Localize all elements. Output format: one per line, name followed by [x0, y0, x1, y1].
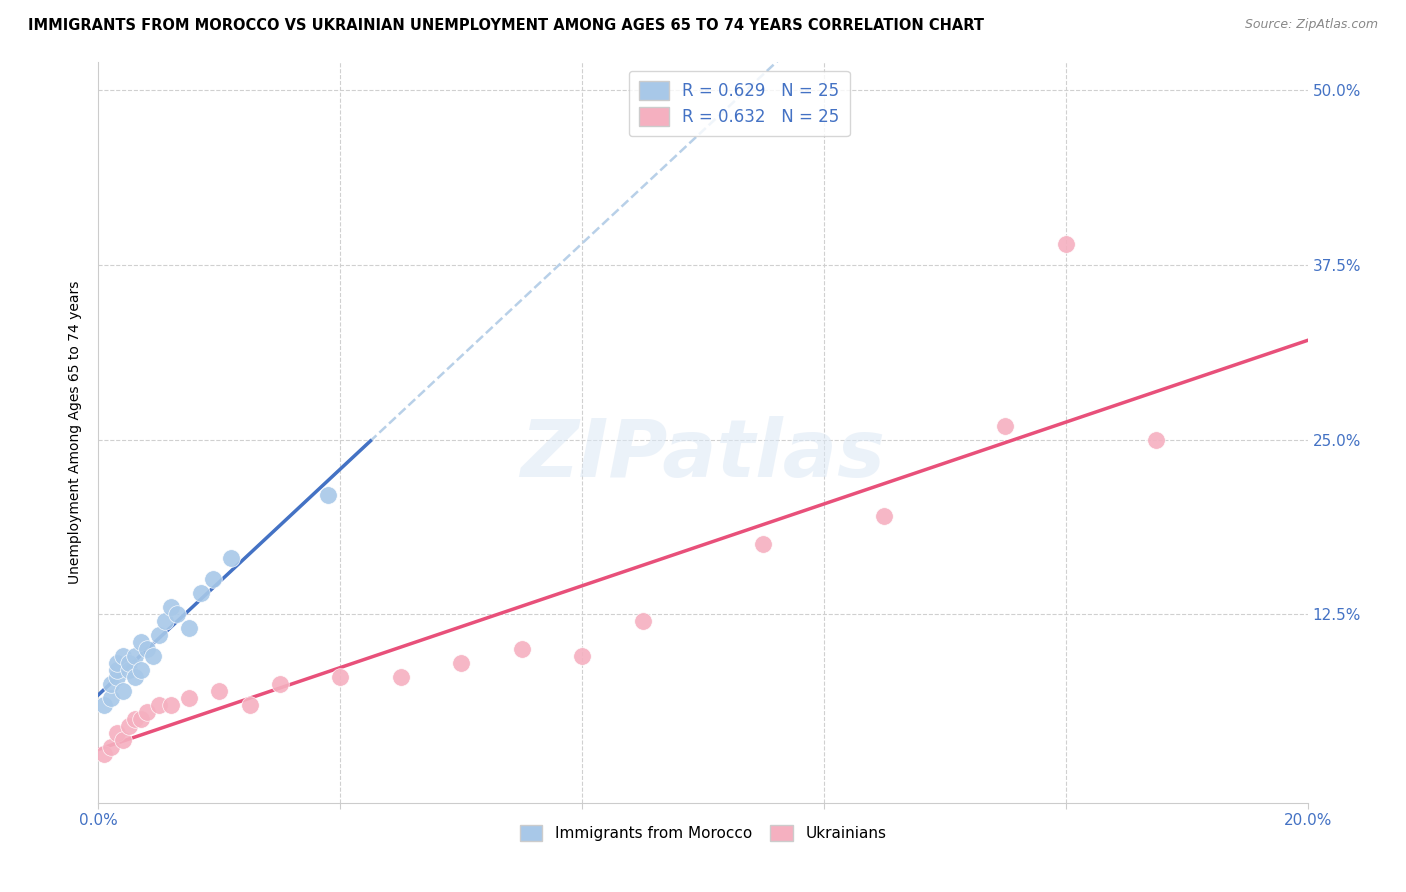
Point [752, 537, 775, 551]
Point [873, 509, 896, 524]
Point [190, 586, 212, 600]
Point [202, 572, 225, 586]
Point [208, 684, 231, 698]
Point [124, 670, 146, 684]
Point [135, 705, 157, 719]
Point [153, 614, 176, 628]
Point [221, 551, 243, 566]
Point [105, 726, 128, 740]
Point [100, 677, 122, 691]
Text: IMMIGRANTS FROM MOROCCO VS UKRAINIAN UNEMPLOYMENT AMONG AGES 65 TO 74 YEARS CORR: IMMIGRANTS FROM MOROCCO VS UKRAINIAN UNE… [28, 18, 984, 33]
Point [389, 670, 412, 684]
Point [100, 739, 122, 754]
Point [129, 663, 152, 677]
Point [166, 607, 188, 622]
Y-axis label: Unemployment Among Ages 65 to 74 years: Unemployment Among Ages 65 to 74 years [69, 281, 83, 584]
Point [269, 677, 291, 691]
Point [118, 663, 141, 677]
Point [450, 656, 472, 670]
Point [93, 747, 115, 761]
Point [160, 698, 183, 712]
Point [179, 691, 201, 706]
Point [1144, 433, 1167, 447]
Point [510, 642, 533, 657]
Point [100, 691, 122, 706]
Text: ZIPatlas: ZIPatlas [520, 416, 886, 494]
Point [105, 663, 128, 677]
Point [631, 614, 654, 628]
Point [239, 698, 262, 712]
Point [135, 642, 157, 657]
Point [124, 649, 146, 664]
Point [129, 712, 152, 726]
Point [1054, 237, 1077, 252]
Point [118, 656, 141, 670]
Point [129, 635, 152, 649]
Point [93, 698, 115, 712]
Point [148, 698, 170, 712]
Point [571, 649, 593, 664]
Point [111, 733, 134, 747]
Point [329, 670, 352, 684]
Legend: Immigrants from Morocco, Ukrainians: Immigrants from Morocco, Ukrainians [513, 819, 893, 847]
Point [316, 488, 339, 502]
Point [111, 684, 134, 698]
Point [179, 621, 201, 635]
Point [105, 670, 128, 684]
Text: Source: ZipAtlas.com: Source: ZipAtlas.com [1244, 18, 1378, 31]
Point [994, 418, 1017, 433]
Point [148, 628, 170, 642]
Point [105, 656, 128, 670]
Point [124, 712, 146, 726]
Point [142, 649, 165, 664]
Point [160, 600, 183, 615]
Point [111, 649, 134, 664]
Point [118, 719, 141, 733]
